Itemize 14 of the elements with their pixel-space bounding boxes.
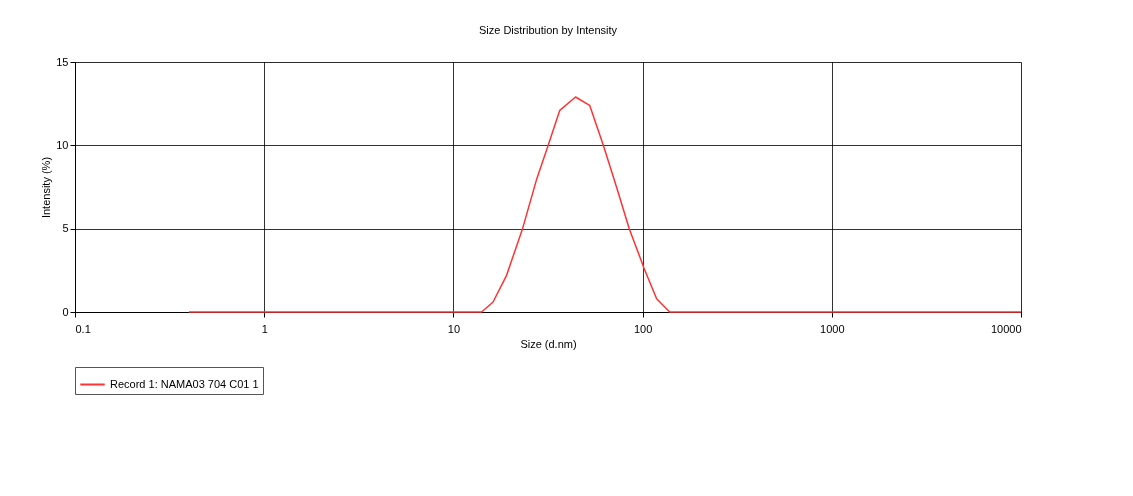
- x-tick-label: 1000: [820, 322, 845, 335]
- chart-title: Size Distribution by Intensity: [478, 24, 618, 36]
- x-tick-label: 100: [633, 322, 653, 335]
- x-axis-title: Size (d.nm): [520, 337, 577, 350]
- y-tick-label: 15: [56, 55, 69, 68]
- y-tick-label: 10: [56, 138, 69, 151]
- y-tick-label: 0: [62, 305, 69, 318]
- x-tick-label: 0.1: [75, 322, 91, 335]
- y-axis-title: Intensity (%): [40, 156, 53, 219]
- x-tick-label: 10000: [990, 322, 1022, 335]
- legend-label: Record 1: NAMA03 704 C01 1: [110, 377, 259, 390]
- x-tick-label: 1: [261, 322, 268, 335]
- x-tick-label: 10: [447, 322, 461, 335]
- y-tick-label: 5: [62, 222, 69, 235]
